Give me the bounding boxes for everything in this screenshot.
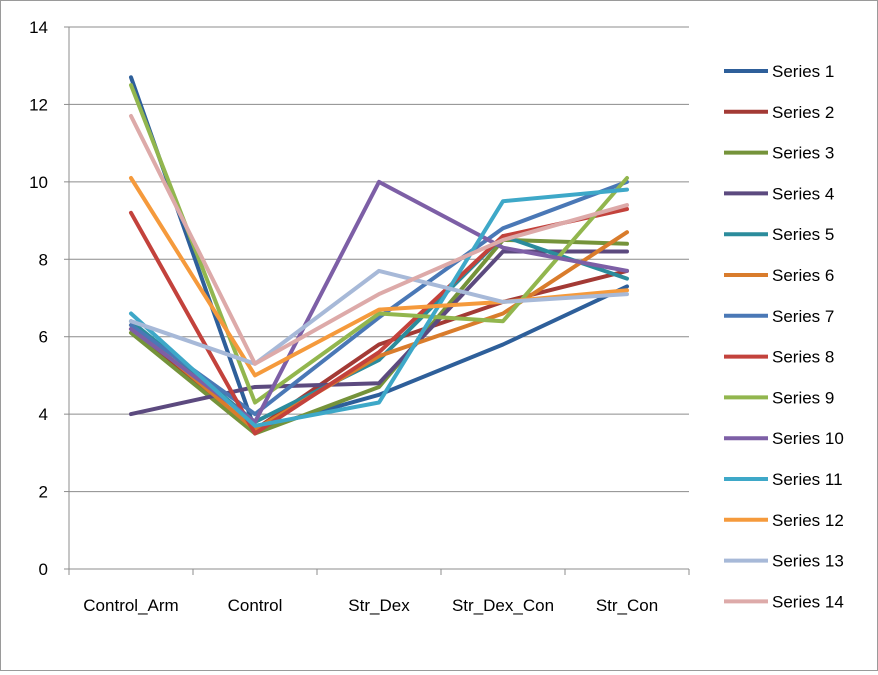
legend-label: Series 4 [772,184,834,203]
legend-label: Series 14 [772,592,844,611]
legend-label: Series 10 [772,429,844,448]
legend-label: Series 11 [772,470,843,489]
y-axis-ticks: 0 2 4 6 8 10 12 14 [29,18,48,579]
x-tick-label: Control [228,596,283,615]
x-tick-label: Str_Dex [348,596,410,615]
legend-label: Series 13 [772,552,844,571]
y-tick-label: 6 [39,328,48,347]
gridlines [69,26,689,493]
y-tick-label: 12 [29,95,48,114]
y-tick-label: 14 [29,18,48,37]
y-tick-label: 4 [39,405,48,424]
series-line-3 [129,237,629,436]
x-tick-label: Str_Con [596,596,658,615]
x-axis-ticks: Control_Arm Control Str_Dex Str_Dex_Con Str_… [83,596,658,615]
legend-label: Series 9 [772,388,834,407]
y-tick-label: 10 [29,173,48,192]
series-line-7 [129,179,629,417]
series-line-6 [129,230,629,432]
legend-label: Series 5 [772,225,834,244]
legend-label: Series 3 [772,144,834,163]
y-tick-label: 2 [39,483,48,502]
series-lines [129,75,629,436]
legend-label: Series 7 [772,307,834,326]
series-line-13 [129,268,629,366]
y-tick-label: 0 [39,560,48,579]
series-line-14 [129,114,629,366]
legend: Series 1 Series 2 Series 3 Series 4 Series 5… [724,62,844,611]
series-line-9 [129,83,629,405]
x-tick-label: Str_Dex_Con [452,596,554,615]
legend-label: Series 12 [772,511,844,530]
legend-label: Series 1 [772,62,834,81]
axes [64,26,690,575]
series-line-11 [129,187,629,428]
x-tick-label: Control_Arm [83,596,178,615]
legend-label: Series 6 [772,266,834,285]
legend-label: Series 8 [772,348,834,367]
y-tick-label: 8 [39,250,48,269]
legend-label: Series 2 [772,103,834,122]
